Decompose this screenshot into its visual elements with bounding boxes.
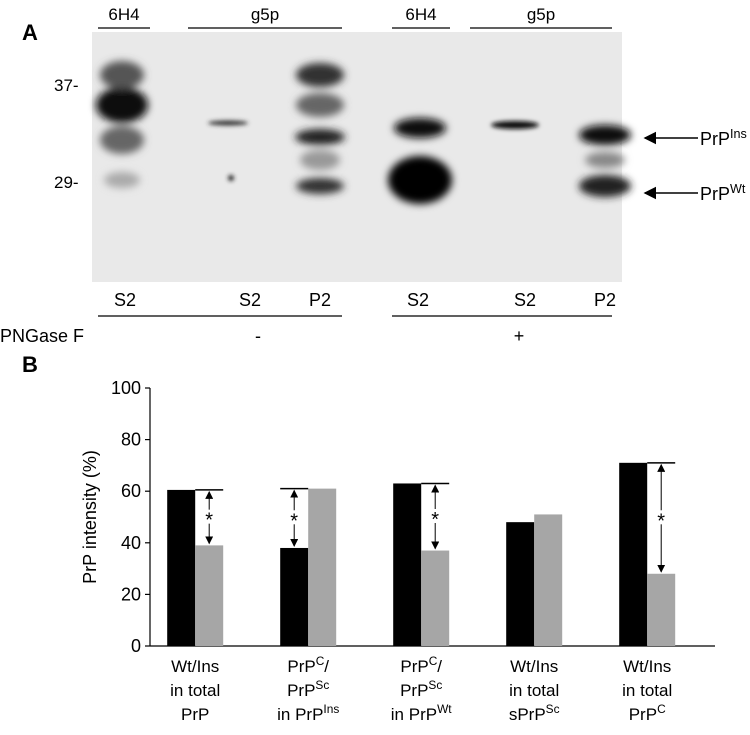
x-tick-label: in total [170, 681, 220, 700]
bar [167, 489, 196, 646]
significance-bg [429, 509, 442, 523]
x-tick-label-part: in PrP [277, 705, 323, 724]
treatment-label: PNGase F [0, 326, 84, 346]
x-tick-label: in total [622, 681, 672, 700]
x-tick-label-part: PrP [400, 657, 428, 676]
bar [195, 545, 224, 646]
significance-label: * [205, 510, 213, 532]
bar [308, 488, 337, 646]
x-tick-label-part: Ins [323, 702, 339, 716]
lane-group-label: g5p [527, 5, 555, 24]
band-label-part: Ins [730, 127, 747, 141]
x-tick-label: Wt/Ins [171, 657, 219, 676]
x-tick-label: in total [509, 681, 559, 700]
blot-image [92, 32, 631, 282]
lane-label: S2 [407, 290, 429, 310]
treatment-state: - [255, 326, 261, 346]
x-tick-label-part: Wt [437, 702, 452, 716]
lane-label: S2 [114, 290, 136, 310]
band-label-part: PrP [700, 184, 730, 204]
lane-label: P2 [594, 290, 616, 310]
x-tick-label: Wt/Ins [510, 657, 558, 676]
x-tick-label: PrPSc [400, 678, 442, 700]
lane-group-label: 6H4 [405, 5, 436, 24]
bar [280, 547, 309, 646]
band-arrows [643, 131, 698, 200]
significance-label: * [431, 509, 439, 531]
x-tick-label: PrPC [629, 702, 666, 724]
bar [619, 462, 648, 646]
x-tick-label: sPrPSc [509, 702, 560, 724]
x-tick-label: in PrPWt [391, 702, 453, 724]
bar [534, 514, 563, 646]
x-tick-label-part: PrP [629, 705, 657, 724]
x-tick-label-part: in total [170, 681, 220, 700]
band-label: PrPWt [700, 182, 746, 204]
x-tick-label-part: PrP [287, 681, 315, 700]
y-tick-label: 20 [121, 584, 141, 604]
x-tick-label-part: C [316, 654, 325, 668]
x-tick-label-part: PrP [400, 681, 428, 700]
y-axis-label: PrP intensity (%) [80, 450, 100, 584]
x-tick-label: Wt/Ins [623, 657, 671, 676]
x-tick-label-part: Wt/Ins [171, 657, 219, 676]
x-tick-label-part: Sc [428, 678, 442, 692]
y-tick-label: 0 [131, 636, 141, 656]
bar [421, 550, 450, 646]
x-tick-label-part: sPrP [509, 705, 546, 724]
marker-label: 37- [54, 76, 79, 95]
x-tick-label-part: Wt/Ins [623, 657, 671, 676]
x-tick-label-part: / [324, 657, 329, 676]
treatment-state: + [514, 326, 525, 346]
x-tick-label-part: / [437, 657, 442, 676]
band-label-part: PrP [700, 129, 730, 149]
significance-bg [203, 509, 216, 524]
significance-label: * [657, 510, 665, 532]
bar [393, 483, 422, 646]
panel-label: A [22, 20, 38, 45]
bar [506, 522, 535, 646]
x-tick-label-part: in total [509, 681, 559, 700]
y-tick-label: 60 [121, 481, 141, 501]
lane-group-label: g5p [251, 5, 279, 24]
lane-label: P2 [309, 290, 331, 310]
significance-label: * [290, 510, 298, 532]
significance-bg [288, 510, 301, 525]
panel-label: B [22, 352, 38, 377]
band-label: PrPIns [700, 127, 747, 149]
y-tick-label: 80 [121, 430, 141, 450]
x-tick-label-part: C [657, 702, 666, 716]
x-tick-label: PrPC/ [287, 654, 329, 676]
x-tick-label-part: PrP [287, 657, 315, 676]
lane-group-label: 6H4 [108, 5, 139, 24]
significance-bg [655, 510, 668, 525]
x-tick-label-part: Wt/Ins [510, 657, 558, 676]
band-label-part: Wt [730, 182, 746, 196]
x-tick-label: PrPSc [287, 678, 329, 700]
x-tick-label: PrP [181, 705, 209, 724]
y-tick-label: 100 [111, 378, 141, 398]
marker-label: 29- [54, 173, 79, 192]
lane-label: S2 [514, 290, 536, 310]
x-tick-label-part: PrP [181, 705, 209, 724]
x-tick-label-part: Sc [546, 702, 560, 716]
x-tick-label-part: in PrP [391, 705, 437, 724]
bar [647, 573, 676, 646]
lane-label: S2 [239, 290, 261, 310]
y-tick-label: 40 [121, 533, 141, 553]
x-tick-label: in PrPIns [277, 702, 339, 724]
x-tick-label-part: Sc [315, 678, 329, 692]
x-tick-label: PrPC/ [400, 654, 442, 676]
x-tick-label-part: C [429, 654, 438, 668]
x-tick-label-part: in total [622, 681, 672, 700]
